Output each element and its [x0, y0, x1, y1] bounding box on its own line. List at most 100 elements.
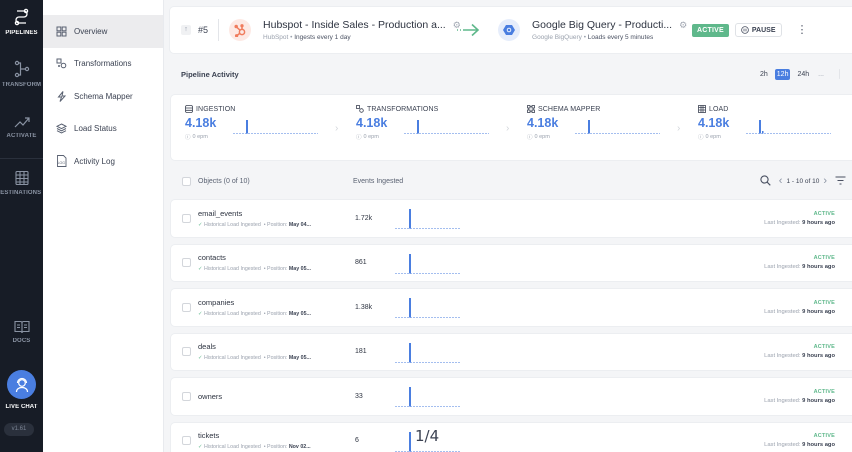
stat-schema-mapper[interactable]: SCHEMA MAPPER 4.18k ⓘ 0 epm ›: [527, 105, 698, 160]
check-icon: ✓: [198, 355, 203, 362]
search-icon[interactable]: [760, 174, 771, 188]
activity-title: Pipeline Activity: [181, 69, 239, 79]
pause-button[interactable]: PAUSE: [734, 23, 782, 37]
source-connector[interactable]: Hubspot - Inside Sales - Production a...…: [263, 19, 461, 41]
more-options-icon[interactable]: ⋮: [849, 346, 852, 357]
rail-item-transform[interactable]: TRANSFORM: [0, 60, 43, 88]
range-more[interactable]: ...: [818, 70, 824, 78]
subnav-item-overview[interactable]: Overview: [43, 15, 163, 48]
database-icon: [185, 105, 193, 113]
load-status-icon: [56, 123, 67, 134]
source-title: Hubspot - Inside Sales - Production a...: [263, 19, 446, 31]
last-ingested-label: Last Ingested:: [764, 353, 801, 360]
subnav-item-schema-mapper[interactable]: Schema Mapper: [43, 80, 163, 113]
row-checkbox[interactable]: [182, 302, 191, 312]
more-options-icon[interactable]: ⋮: [796, 23, 808, 36]
more-options-icon[interactable]: ⋮: [849, 302, 852, 313]
subnav-label: Overview: [74, 26, 108, 36]
gear-icon[interactable]: ⚙: [452, 19, 461, 30]
rail-item-docs[interactable]: DOCS: [0, 320, 43, 344]
row-checkbox[interactable]: [182, 258, 191, 268]
more-options-icon[interactable]: ⋮: [849, 435, 852, 446]
live-chat-button[interactable]: LIVE CHAT: [0, 370, 43, 410]
gear-icon[interactable]: ⚙: [679, 19, 688, 30]
last-ingested-label: Last Ingested:: [764, 308, 801, 315]
filter-icon[interactable]: [835, 175, 846, 187]
last-ingested: 9 hours ago: [802, 308, 835, 315]
activity-header: Pipeline Activity 2h 12h 24h ...: [171, 53, 852, 95]
sparkline: [395, 298, 461, 319]
position-label: Position:: [267, 310, 288, 317]
separator: •: [583, 34, 586, 41]
stat-epm: 0 epm: [363, 134, 379, 140]
check-icon: ✓: [198, 444, 203, 451]
info-icon: ⓘ: [527, 135, 533, 141]
subnav-item-load-status[interactable]: Load Status: [43, 113, 163, 146]
rail-label: DESTINATIONS: [0, 190, 42, 196]
object-row[interactable]: owners 33 ACTIVE Last Ingested: 9 hours a…: [171, 378, 852, 415]
subnav-item-transformations[interactable]: Transformations: [43, 48, 163, 81]
last-ingested: 9 hours ago: [802, 264, 835, 271]
range-12h[interactable]: 12h: [774, 68, 791, 80]
check-icon: ✓: [198, 266, 203, 273]
object-row[interactable]: deals ✓ Historical Load Ingested • Positi…: [171, 333, 852, 370]
rail-item-pipelines[interactable]: PIPELINES: [0, 8, 43, 36]
time-range-selector: 2h 12h 24h ...: [758, 68, 848, 80]
range-24h[interactable]: 24h: [797, 70, 810, 78]
object-row[interactable]: companies ✓ Historical Load Ingested • Po…: [171, 289, 852, 326]
select-all-checkbox[interactable]: [182, 176, 191, 186]
activate-icon: [14, 117, 30, 128]
object-name: owners: [198, 391, 223, 401]
object-status: Historical Load Ingested: [203, 266, 261, 273]
row-checkbox[interactable]: [182, 436, 191, 446]
chevron-left-icon[interactable]: ‹: [778, 175, 783, 187]
stat-value: 4.18k: [185, 116, 217, 130]
object-row[interactable]: contacts ✓ Historical Load Ingested • Pos…: [171, 244, 852, 281]
stat-transformations[interactable]: TRANSFORMATIONS 4.18k ⓘ 0 epm ›: [356, 105, 527, 160]
chevron-right-icon[interactable]: ›: [823, 175, 827, 187]
objects-count: Objects (0 of 10): [198, 177, 250, 185]
arrow-up-icon[interactable]: ↑: [181, 25, 191, 35]
object-row[interactable]: email_events ✓ Historical Load Ingested •…: [171, 200, 852, 237]
object-state: ACTIVE: [813, 255, 835, 262]
position-label: Position:: [267, 221, 288, 228]
activity-log-icon: LOG: [56, 155, 67, 168]
more-options-icon[interactable]: ⋮: [849, 257, 852, 268]
more-options-icon[interactable]: ⋮: [849, 391, 852, 402]
position-label: Position:: [267, 444, 288, 451]
row-checkbox[interactable]: [182, 347, 191, 357]
transformations-icon: [356, 105, 364, 113]
rail-label: TRANSFORM: [1, 82, 42, 88]
range-2h[interactable]: 2h: [759, 70, 768, 78]
rail-label: LIVE CHAT: [5, 404, 38, 410]
subnav-label: Activity Log: [74, 156, 115, 166]
stat-label: TRANSFORMATIONS: [367, 105, 439, 113]
more-options-icon[interactable]: ⋮: [849, 213, 852, 224]
stat-ingestion[interactable]: INGESTION 4.18k ⓘ 0 epm ›: [185, 105, 356, 160]
object-status: Historical Load Ingested: [203, 355, 261, 362]
subnav-item-activity-log[interactable]: LOG Activity Log: [43, 145, 163, 178]
object-position: May 05...: [288, 355, 311, 362]
stat-load[interactable]: LOAD 4.18k ⓘ 0 epm: [698, 105, 852, 160]
rail-item-activate[interactable]: ACTIVATE: [0, 115, 43, 139]
stat-epm: 0 epm: [705, 134, 721, 140]
version-badge: v1.61: [4, 423, 34, 436]
events-ingested-header: Events Ingested: [353, 177, 404, 185]
live-chat-avatar[interactable]: [7, 370, 36, 399]
object-status: Historical Load Ingested: [203, 310, 261, 317]
object-name: companies: [198, 297, 235, 307]
object-row[interactable]: tickets ✓ Historical Load Ingested • Posi…: [171, 422, 852, 452]
pipelines-icon: [14, 8, 28, 26]
object-position: Nov 02...: [288, 444, 311, 451]
last-ingested: 9 hours ago: [802, 397, 835, 404]
stat-value: 4.18k: [527, 116, 559, 130]
row-checkbox[interactable]: [182, 391, 191, 401]
destination-connector[interactable]: Google Big Query - Producti... ⚙ Google B…: [532, 19, 692, 41]
pipeline-subnav: Overview Transformations Schema Mapper L…: [43, 0, 164, 452]
object-position: May 05...: [288, 310, 311, 317]
last-ingested-label: Last Ingested:: [764, 264, 801, 271]
divider: [218, 19, 220, 41]
rail-item-destinations[interactable]: DESTINATIONS: [0, 170, 43, 196]
objects-header: Objects (0 of 10) Events Ingested ‹ 1 - …: [171, 162, 852, 200]
row-checkbox[interactable]: [182, 213, 191, 223]
